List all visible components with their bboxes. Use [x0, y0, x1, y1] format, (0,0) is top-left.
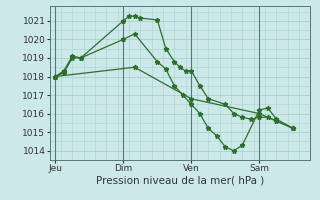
X-axis label: Pression niveau de la mer( hPa ): Pression niveau de la mer( hPa ): [96, 176, 264, 186]
